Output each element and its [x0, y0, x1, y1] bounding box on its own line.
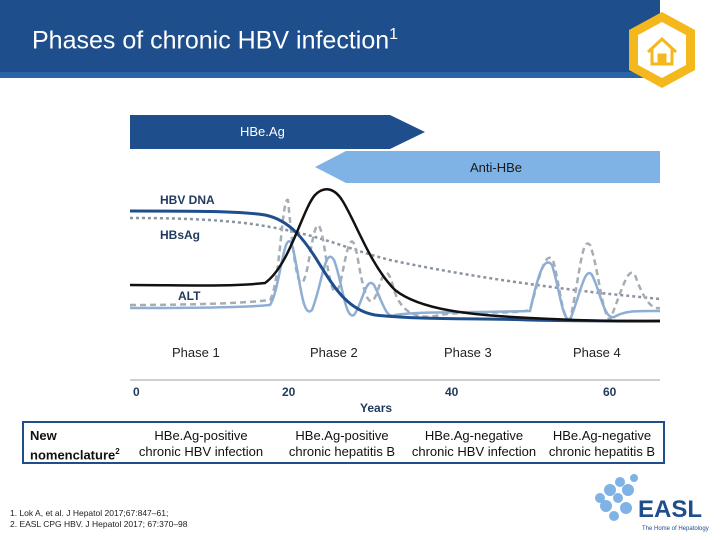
nomenclature-phase-1: HBe.Ag-positive chronic HBV infection	[138, 428, 264, 459]
hbv-dna-label: HBV DNA	[160, 193, 215, 207]
nomenclature-phase-3: HBe.Ag-negative chronic HBV infection	[411, 428, 537, 459]
home-button[interactable]	[626, 10, 698, 90]
hbv-dna-dark-curve	[130, 209, 660, 323]
easl-logo: EASL The Home of Hepatology	[595, 474, 709, 532]
antihbe-band	[315, 151, 660, 183]
alt-label: ALT	[178, 289, 201, 303]
hbv-phase-chart: HBe.Ag Anti-HBe HBV DNA HBsAg ALT Phase …	[130, 115, 660, 415]
nomenclature-label: New nomenclature2	[30, 428, 140, 463]
nomenclature-label-text: New nomenclature	[30, 428, 116, 463]
phase-label-2: Phase 2	[310, 345, 358, 360]
alt-dashed-curve	[130, 198, 660, 322]
reference-1: 1. Lok A, et al. J Hepatol 2017;67:847–6…	[10, 508, 169, 518]
alt-curve	[130, 240, 660, 322]
title-bar-underline	[0, 72, 660, 78]
nomenclature-phase-2: HBe.Ag-positive chronic hepatitis B	[288, 428, 396, 459]
hbsag-curve	[130, 216, 660, 301]
phase-label-3: Phase 3	[444, 345, 492, 360]
page-title: Phases of chronic HBV infection1	[32, 26, 398, 55]
page-title-text: Phases of chronic HBV infection	[32, 26, 390, 55]
logo-tagline: The Home of Hepatology	[642, 526, 709, 532]
header: Phases of chronic HBV infection1	[0, 0, 720, 78]
hbeag-band	[130, 115, 425, 149]
title-superscript: 1	[389, 26, 399, 43]
x-tick-40: 40	[445, 385, 459, 399]
reference-2: 2. EASL CPG HBV. J Hepatol 2017; 67:370–…	[10, 519, 188, 529]
references: 1. Lok A, et al. J Hepatol 2017;67:847–6…	[10, 508, 188, 530]
home-icon	[646, 36, 678, 66]
phase-label-4: Phase 4	[573, 345, 621, 360]
x-axis-label: Years	[360, 401, 392, 415]
logo-text: EASL	[638, 496, 702, 523]
x-tick-20: 20	[282, 385, 296, 399]
x-tick-60: 60	[603, 385, 617, 399]
nomenclature-superscript: 2	[115, 447, 120, 456]
hbeag-label: HBe.Ag	[240, 124, 285, 139]
antihbe-label: Anti-HBe	[470, 160, 522, 175]
nomenclature-phase-4: HBe.Ag-negative chronic hepatitis B	[548, 428, 656, 459]
nomenclature-box: New nomenclature2 HBe.Ag-positive chroni…	[22, 421, 665, 464]
title-bar	[0, 0, 660, 72]
hexagon-inner	[638, 22, 686, 78]
hbsag-label: HBsAg	[160, 228, 200, 242]
x-tick-0: 0	[133, 385, 140, 399]
phase-label-1: Phase 1	[172, 345, 220, 360]
logo-bubbles-icon	[595, 474, 638, 521]
hbv-dna-curve	[130, 188, 660, 323]
